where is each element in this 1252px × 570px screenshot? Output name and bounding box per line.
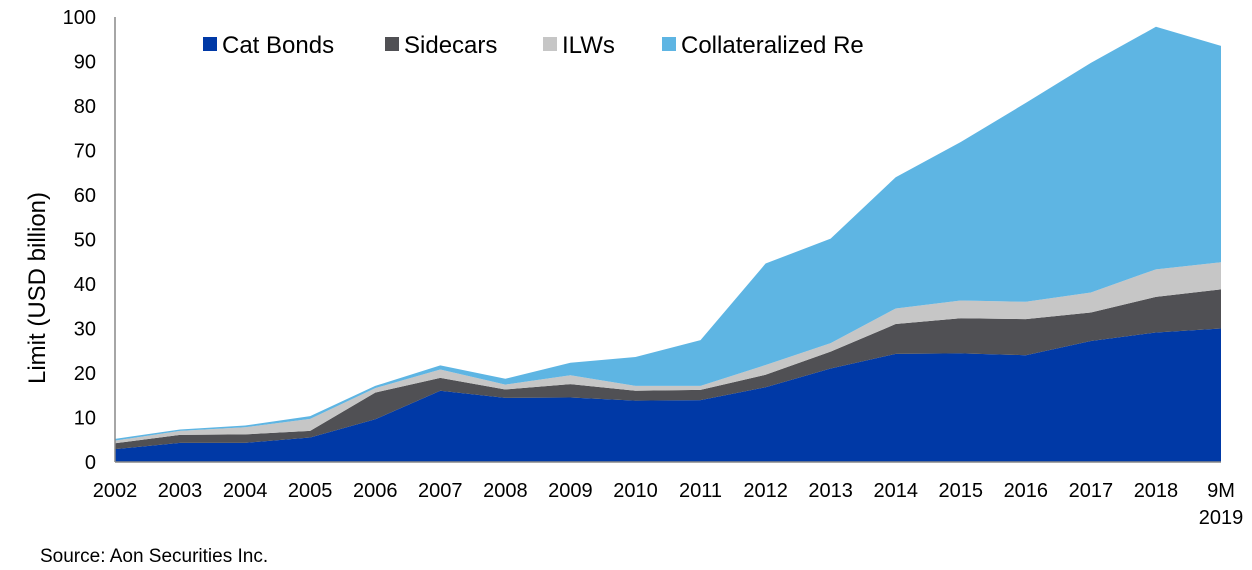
y-tick-label: 50: [74, 230, 96, 252]
legend-label: Collateralized Re: [681, 32, 864, 59]
y-tick-label: 100: [63, 7, 96, 29]
x-tick-label: 2008: [483, 480, 528, 502]
legend-label: Sidecars: [404, 32, 497, 59]
legend-swatch: [662, 37, 676, 51]
x-tick-label: 2015: [939, 480, 984, 502]
area-ilws: [115, 262, 1221, 444]
y-tick-label: 10: [74, 408, 96, 430]
x-tick-label: 2018: [1134, 480, 1179, 502]
x-tick-label: 2009: [548, 480, 593, 502]
legend-label: Cat Bonds: [222, 32, 334, 59]
x-tick-label: 2010: [613, 480, 658, 502]
x-tick-label: 2017: [1069, 480, 1114, 502]
x-tick-label: 2012: [743, 480, 788, 502]
legend-swatch: [203, 37, 217, 51]
source-note: Source: Aon Securities Inc.: [40, 546, 268, 567]
y-axis-title: Limit (USD billion): [24, 192, 51, 384]
area-sidecars: [115, 289, 1221, 450]
y-tick-label: 80: [74, 96, 96, 118]
y-tick-label: 90: [74, 52, 96, 74]
legend-swatch: [543, 37, 557, 51]
area-cat-bonds: [115, 328, 1221, 462]
y-tick-label: 30: [74, 319, 96, 341]
y-tick-label: 70: [74, 141, 96, 163]
x-tick-label: 2006: [353, 480, 398, 502]
x-tick-label: 2002: [93, 480, 138, 502]
x-tick-label: 2003: [158, 480, 203, 502]
legend: Cat Bonds Sidecars ILWs Collateralized Re: [203, 32, 864, 59]
area-collateralized-re: [115, 26, 1221, 441]
y-tick-label: 0: [85, 452, 96, 474]
x-tick-label: 2004: [223, 480, 268, 502]
y-tick-label: 60: [74, 185, 96, 207]
x-tick-labels: 2002 2003 2004 2005 2006 2007 2008 2009 2010 2011…: [93, 480, 1244, 529]
area-layer: [115, 26, 1221, 462]
x-tick-label: 2007: [418, 480, 463, 502]
x-tick-label: 9M 2019: [1199, 480, 1244, 529]
y-tick-label: 40: [74, 274, 96, 296]
y-tick-label: 20: [74, 363, 96, 385]
legend-swatch: [385, 37, 399, 51]
x-tick-label: 2014: [873, 480, 918, 502]
x-tick-label: 2011: [679, 480, 722, 502]
y-tick-labels: 0 10 20 30 40 50 60 70 80 90 100: [63, 7, 96, 474]
x-tick-label: 2013: [808, 480, 853, 502]
legend-label: ILWs: [562, 32, 615, 59]
x-tick-label: 2016: [1004, 480, 1049, 502]
x-tick-label: 2005: [288, 480, 333, 502]
